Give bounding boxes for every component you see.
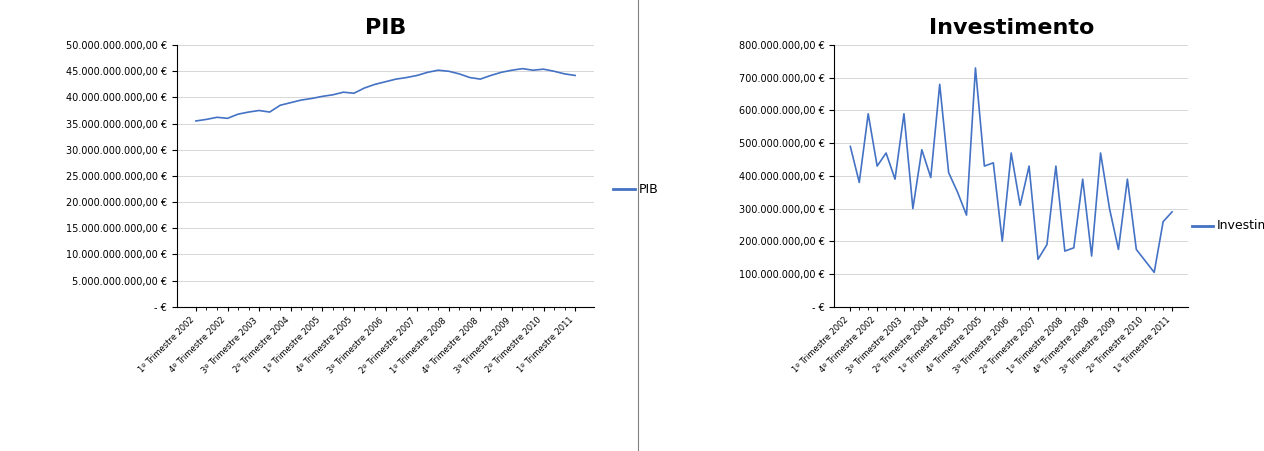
Title: Investimento: Investimento (929, 18, 1093, 38)
Title: PIB: PIB (365, 18, 406, 38)
Text: Investimento: Investimento (1217, 219, 1264, 232)
Text: PIB: PIB (638, 183, 659, 196)
